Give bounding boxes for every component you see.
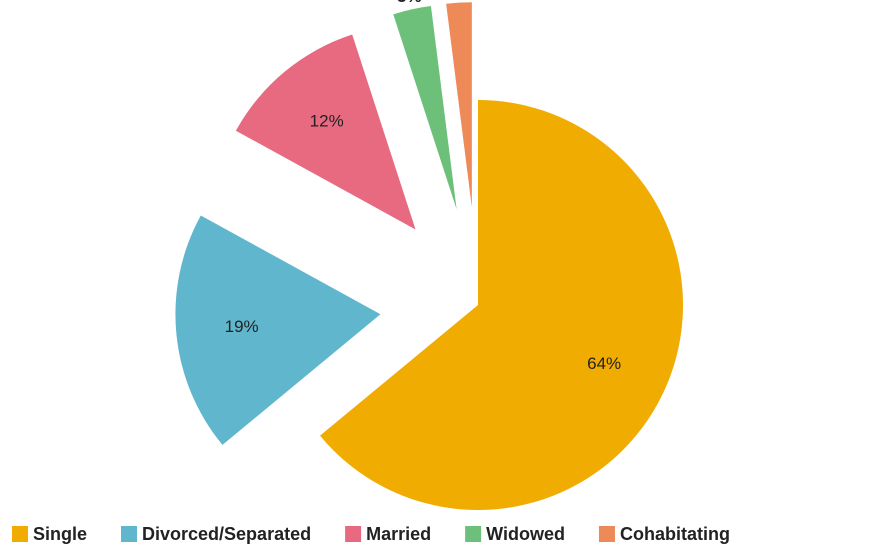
legend-swatch	[345, 526, 362, 542]
pie-slice	[320, 100, 683, 510]
legend-label: Cohabitating	[620, 524, 730, 544]
data-label: 3%	[397, 0, 422, 6]
legend-swatch	[598, 526, 615, 542]
legend-label: Widowed	[486, 524, 565, 544]
legend-swatch	[12, 526, 28, 542]
legend-swatch	[121, 526, 138, 542]
legend-label: Divorced/Separated	[142, 524, 311, 544]
pie-slice	[446, 2, 472, 208]
pie-slice	[235, 34, 416, 230]
data-label: 19%	[225, 317, 259, 336]
pie-slice	[393, 5, 457, 210]
pie-slice	[175, 215, 381, 445]
legend-label: Single	[33, 524, 87, 544]
legend-swatch	[465, 526, 482, 542]
legend-label: Married	[366, 524, 431, 544]
data-label: 64%	[587, 354, 621, 373]
data-label: 12%	[310, 112, 344, 131]
